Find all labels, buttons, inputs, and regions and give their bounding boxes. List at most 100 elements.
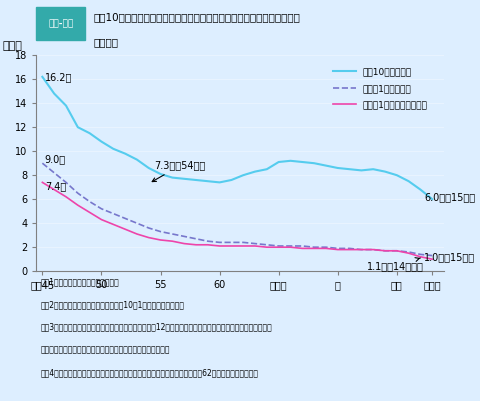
自動車1億走行キロ当たり xyxy=(110,222,116,227)
自動車1万台当たり xyxy=(122,216,128,221)
Text: 7.3人（54年）: 7.3人（54年） xyxy=(152,160,205,182)
自動車1万台当たり xyxy=(98,207,104,211)
人口10万人当たり xyxy=(275,160,281,164)
自動車1万台当たり xyxy=(240,240,246,245)
自動車1万台当たり xyxy=(63,180,69,185)
自動車1億走行キロ当たり xyxy=(39,180,45,185)
人口10万人当たり xyxy=(264,167,269,172)
自動車1億走行キロ当たり xyxy=(405,251,411,255)
自動車1億走行キロ当たり xyxy=(75,203,81,208)
自動車1万台当たり xyxy=(405,249,411,254)
自動車1億走行キロ当たり xyxy=(216,243,222,248)
自動車1億走行キロ当たり xyxy=(299,246,304,251)
自動車1万台当たり xyxy=(181,234,187,239)
自動車1万台当たり xyxy=(204,239,210,243)
自動車1億走行キロ当たり xyxy=(264,245,269,249)
自動車1億走行キロ当たり xyxy=(169,239,175,243)
人口10万人当たり xyxy=(75,125,81,130)
自動車1億走行キロ当たり xyxy=(181,241,187,246)
自動車1万台当たり xyxy=(216,240,222,245)
人口10万人当たり xyxy=(192,178,198,182)
人口10万人当たり xyxy=(381,169,387,174)
自動車1万台当たり xyxy=(334,246,340,251)
Text: 3　自動車保有台数は国土交通省資料により，各年12月末現在の値である。保有台数には，第１種及び第: 3 自動車保有台数は国土交通省資料により，各年12月末現在の値である。保有台数に… xyxy=(40,323,272,332)
Line: 自動車1万台当たり: 自動車1万台当たり xyxy=(42,163,432,255)
Text: 数の推移: 数の推移 xyxy=(93,37,118,47)
自動車1万台当たり xyxy=(252,241,257,246)
人口10万人当たり xyxy=(228,178,234,182)
人口10万人当たり xyxy=(417,187,422,192)
人口10万人当たり xyxy=(110,146,116,151)
自動車1万台当たり xyxy=(192,236,198,241)
人口10万人当たり xyxy=(169,175,175,180)
自動車1万台当たり xyxy=(145,226,151,231)
自動車1億走行キロ当たり xyxy=(346,247,352,252)
人口10万人当たり xyxy=(311,161,316,166)
自動車1億走行キロ当たり xyxy=(370,247,375,252)
Legend: 人口10万人当たり, 自動車1万台当たり, 自動車1億走行キロ当たり: 人口10万人当たり, 自動車1万台当たり, 自動車1億走行キロ当たり xyxy=(329,64,431,113)
人口10万人当たり xyxy=(204,179,210,184)
Line: 自動車1億走行キロ当たり: 自動車1億走行キロ当たり xyxy=(42,182,432,259)
自動車1万台当たり xyxy=(51,170,57,175)
自動車1億走行キロ当たり xyxy=(204,242,210,247)
自動車1万台当たり xyxy=(381,248,387,253)
人口10万人当たり xyxy=(287,158,293,163)
自動車1万台当たり xyxy=(429,253,434,258)
自動車1万台当たり xyxy=(134,221,140,226)
人口10万人当たり xyxy=(334,166,340,170)
Text: 1.1人（14年度）: 1.1人（14年度） xyxy=(367,258,423,271)
自動車1万台当たり xyxy=(264,242,269,247)
Text: 6.0人（15年）: 6.0人（15年） xyxy=(423,192,474,202)
人口10万人当たり xyxy=(240,173,246,178)
自動車1万台当たり xyxy=(299,243,304,248)
Text: 9.0人: 9.0人 xyxy=(45,155,66,164)
自動車1億走行キロ当たり xyxy=(417,254,422,259)
自動車1万台当たり xyxy=(417,252,422,257)
自動車1億走行キロ当たり xyxy=(275,245,281,249)
Text: 1.0人（15年）: 1.0人（15年） xyxy=(423,252,474,262)
人口10万人当たり xyxy=(122,151,128,156)
自動車1億走行キロ当たり xyxy=(240,243,246,248)
自動車1億走行キロ当たり xyxy=(393,248,399,253)
人口10万人当たり xyxy=(216,180,222,185)
人口10万人当たり xyxy=(145,166,151,170)
人口10万人当たり xyxy=(299,160,304,164)
自動車1億走行キロ当たり xyxy=(157,237,163,242)
人口10万人当たり xyxy=(252,169,257,174)
人口10万人当たり xyxy=(358,168,363,173)
人口10万人当たり xyxy=(98,139,104,144)
人口10万人当たり xyxy=(405,179,411,184)
人口10万人当たり xyxy=(429,197,434,202)
自動車1万台当たり xyxy=(86,199,92,204)
自動車1億走行キロ当たり xyxy=(252,243,257,248)
自動車1万台当たり xyxy=(169,232,175,237)
Text: 2　人口は総務省資料により，各年10月1日現在の値である。: 2 人口は総務省資料により，各年10月1日現在の値である。 xyxy=(40,300,184,309)
Text: 4　自動車走行キロは国土交通省資料により，軽自動車によるものは昭和62年度から計上された。: 4 自動車走行キロは国土交通省資料により，軽自動車によるものは昭和62年度から計… xyxy=(40,368,258,377)
人口10万人当たり xyxy=(63,103,69,108)
Text: 第１-４図: 第１-４図 xyxy=(48,19,73,28)
自動車1億走行キロ当たり xyxy=(334,247,340,252)
Text: ２種原動機付自転車並びに小型特殊自動車を含まない。: ２種原動機付自転車並びに小型特殊自動車を含まない。 xyxy=(40,345,170,354)
人口10万人当たり xyxy=(181,176,187,181)
自動車1万台当たり xyxy=(228,240,234,245)
自動車1億走行キロ当たり xyxy=(429,257,434,261)
自動車1億走行キロ当たり xyxy=(98,217,104,222)
自動車1万台当たり xyxy=(346,246,352,251)
自動車1億走行キロ当たり xyxy=(381,248,387,253)
自動車1万台当たり xyxy=(393,248,399,253)
自動車1億走行キロ当たり xyxy=(323,246,328,251)
Text: 注　1　死者数は警察庁資料による。: 注 1 死者数は警察庁資料による。 xyxy=(40,277,119,286)
自動車1億走行キロ当たり xyxy=(192,242,198,247)
Text: 人口10万人・自動車１万台・自動車１億走行キロ当たりの交通事故死者: 人口10万人・自動車１万台・自動車１億走行キロ当たりの交通事故死者 xyxy=(93,12,300,22)
自動車1万台当たり xyxy=(275,243,281,248)
自動車1万台当たり xyxy=(358,247,363,252)
自動車1万台当たり xyxy=(311,245,316,249)
自動車1万台当たり xyxy=(370,247,375,252)
人口10万人当たり xyxy=(393,173,399,178)
自動車1億走行キロ当たり xyxy=(145,235,151,240)
自動車1億走行キロ当たり xyxy=(122,227,128,232)
人口10万人当たり xyxy=(39,75,45,79)
人口10万人当たり xyxy=(51,91,57,96)
自動車1万台当たり xyxy=(39,161,45,166)
自動車1億走行キロ当たり xyxy=(287,245,293,249)
